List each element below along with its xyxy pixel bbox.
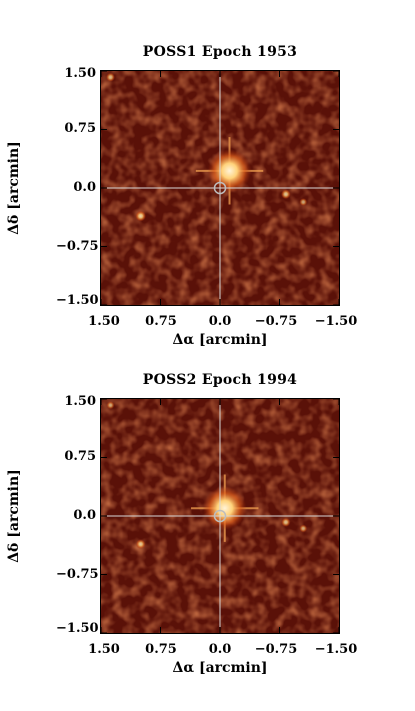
faint-source <box>299 524 308 533</box>
faint-source <box>299 198 308 207</box>
x-tick-label: 0.75 <box>145 314 177 329</box>
y-tick-label: 0.75 <box>64 449 96 464</box>
y-tick-label: 0.0 <box>73 180 96 195</box>
faint-source <box>105 72 116 82</box>
sky-image <box>100 398 340 634</box>
sky-image <box>100 70 340 306</box>
y-tick-label: 1.50 <box>64 66 96 81</box>
x-axis-title: Δα [arcmin] <box>172 332 268 348</box>
x-tick-label: 0.0 <box>208 642 232 657</box>
x-tick-label: −0.75 <box>254 642 298 657</box>
position-marker <box>213 181 227 195</box>
y-tick-label: 1.50 <box>64 394 96 409</box>
bright-star <box>191 474 259 542</box>
x-tick-label: −0.75 <box>254 314 298 329</box>
panel-title: POSS1 Epoch 1953 <box>142 44 298 60</box>
x-tick-label: 1.50 <box>88 642 120 657</box>
faint-source <box>280 189 291 200</box>
faint-source <box>135 210 147 222</box>
x-tick-label: −1.50 <box>314 642 358 657</box>
faint-source <box>135 539 146 549</box>
y-tick-label: −0.75 <box>56 239 99 254</box>
sky-image-svg <box>101 71 339 305</box>
bright-star <box>195 137 264 205</box>
poss1-panel: POSS1 Epoch 1953 1.50 0.75 0.0 −0.75 −1.… <box>0 0 415 348</box>
x-axis-title: Δα [arcmin] <box>172 660 268 676</box>
y-tick-label: 0.0 <box>73 508 96 523</box>
faint-source <box>106 401 115 410</box>
y-tick-label: −0.75 <box>56 567 99 582</box>
sky-image-svg <box>101 399 339 633</box>
y-tick-label: −1.50 <box>56 621 99 636</box>
y-tick-label: −1.50 <box>56 293 99 308</box>
x-tick-label: 0.0 <box>208 314 232 329</box>
poss2-panel: POSS2 Epoch 1994 1.50 0.75 0.0 −0.75 −1.… <box>0 328 415 676</box>
x-tick-label: −1.50 <box>314 314 358 329</box>
position-marker <box>213 509 227 523</box>
faint-source <box>281 517 291 527</box>
panel-title: POSS2 Epoch 1994 <box>142 372 298 388</box>
y-tick-label: 0.75 <box>64 121 96 136</box>
x-tick-label: 1.50 <box>88 314 120 329</box>
x-tick-label: 0.75 <box>145 642 177 657</box>
